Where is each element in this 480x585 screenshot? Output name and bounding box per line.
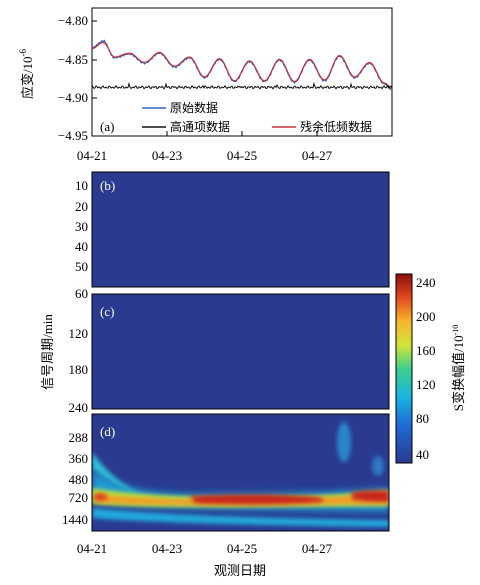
cbar-tick-2: 160: [416, 343, 436, 358]
ytick-d-2: 480: [69, 472, 89, 487]
panel-a: −4.80 −4.85 −4.90 −4.95 应变/10-6 (a) 原始数据…: [18, 7, 393, 163]
cbar-tick-1: 200: [416, 309, 436, 324]
xtick-d-1: 04-23: [152, 541, 182, 556]
cbar-tick-0: 240: [416, 275, 436, 290]
xtick-d-2: 04-25: [227, 541, 257, 556]
ytick-c-1: 120: [69, 326, 89, 341]
legend: 原始数据 高通项数据 残余低频数据: [142, 100, 372, 134]
ytick-b-3: 40: [75, 239, 88, 254]
ytick-c-3: 240: [69, 400, 89, 415]
panel-b-heatmap: [91, 171, 390, 288]
ytick-d-0: 288: [69, 430, 89, 445]
series-lowfreq-line: [92, 41, 392, 90]
series-highpass-line: [92, 81, 392, 90]
legend-lowfreq: 残余低频数据: [300, 119, 372, 134]
ylabel-bc: 信号周期/min: [40, 314, 55, 390]
ytick-b-1: 20: [75, 199, 88, 214]
xtick-a-3: 04-27: [302, 148, 333, 163]
panel-c: (c) 60 120 180 240: [69, 286, 390, 415]
colorbar-label: S变换幅值/10-10: [451, 325, 466, 412]
ytick-b-0: 10: [75, 178, 88, 193]
legend-original: 原始数据: [170, 100, 218, 115]
panel-d: (d) 288 360 480 720 1440 04-21 04-23 04-…: [62, 413, 390, 578]
ytick-d-1: 360: [69, 451, 89, 466]
ytick-a-2: −4.90: [58, 90, 88, 105]
ytick-d-4: 1440: [62, 512, 88, 527]
xlabel-d: 观测日期: [214, 563, 266, 578]
ytick-c-0: 60: [75, 286, 88, 301]
panel-d-label: (d): [100, 424, 115, 439]
panel-b-label: (b): [100, 178, 115, 193]
ytick-b-4: 50: [75, 259, 88, 274]
cbar-tick-4: 80: [416, 411, 429, 426]
ytick-b-2: 30: [75, 219, 88, 234]
ytick-c-2: 180: [69, 362, 89, 377]
ytick-a-3: −4.95: [58, 128, 88, 143]
cbar-tick-3: 120: [416, 377, 436, 392]
xtick-a-0: 04-21: [77, 148, 107, 163]
panel-a-label: (a): [100, 119, 114, 134]
xtick-a-2: 04-25: [227, 148, 257, 163]
colorbar-gradient: [395, 273, 413, 464]
xtick-d-3: 04-27: [302, 541, 333, 556]
panel-b: (b) 10 20 30 40 50: [75, 171, 390, 288]
cbar-tick-5: 40: [416, 447, 429, 462]
ylabel-a: 应变/10-6: [18, 48, 35, 99]
panel-a-xaxis: 04-21 04-23 04-25 04-27: [77, 131, 333, 163]
ytick-a-0: −4.80: [58, 13, 88, 28]
panel-c-label: (c): [100, 304, 114, 319]
colorbar: 240 200 160 120 80 40 S变换幅值/10-10: [395, 273, 466, 464]
panel-d-heatmap: [92, 422, 389, 527]
panel-d-frame: [91, 413, 390, 532]
panel-a-yaxis: −4.80 −4.85 −4.90 −4.95: [58, 13, 97, 143]
panel-a-plot: [92, 39, 392, 91]
legend-highpass: 高通项数据: [170, 119, 230, 134]
xtick-a-1: 04-23: [152, 148, 182, 163]
ytick-d-3: 720: [69, 490, 89, 505]
xtick-d-0: 04-21: [77, 541, 107, 556]
panel-c-heatmap: [91, 293, 390, 410]
ytick-a-1: −4.85: [58, 52, 88, 67]
